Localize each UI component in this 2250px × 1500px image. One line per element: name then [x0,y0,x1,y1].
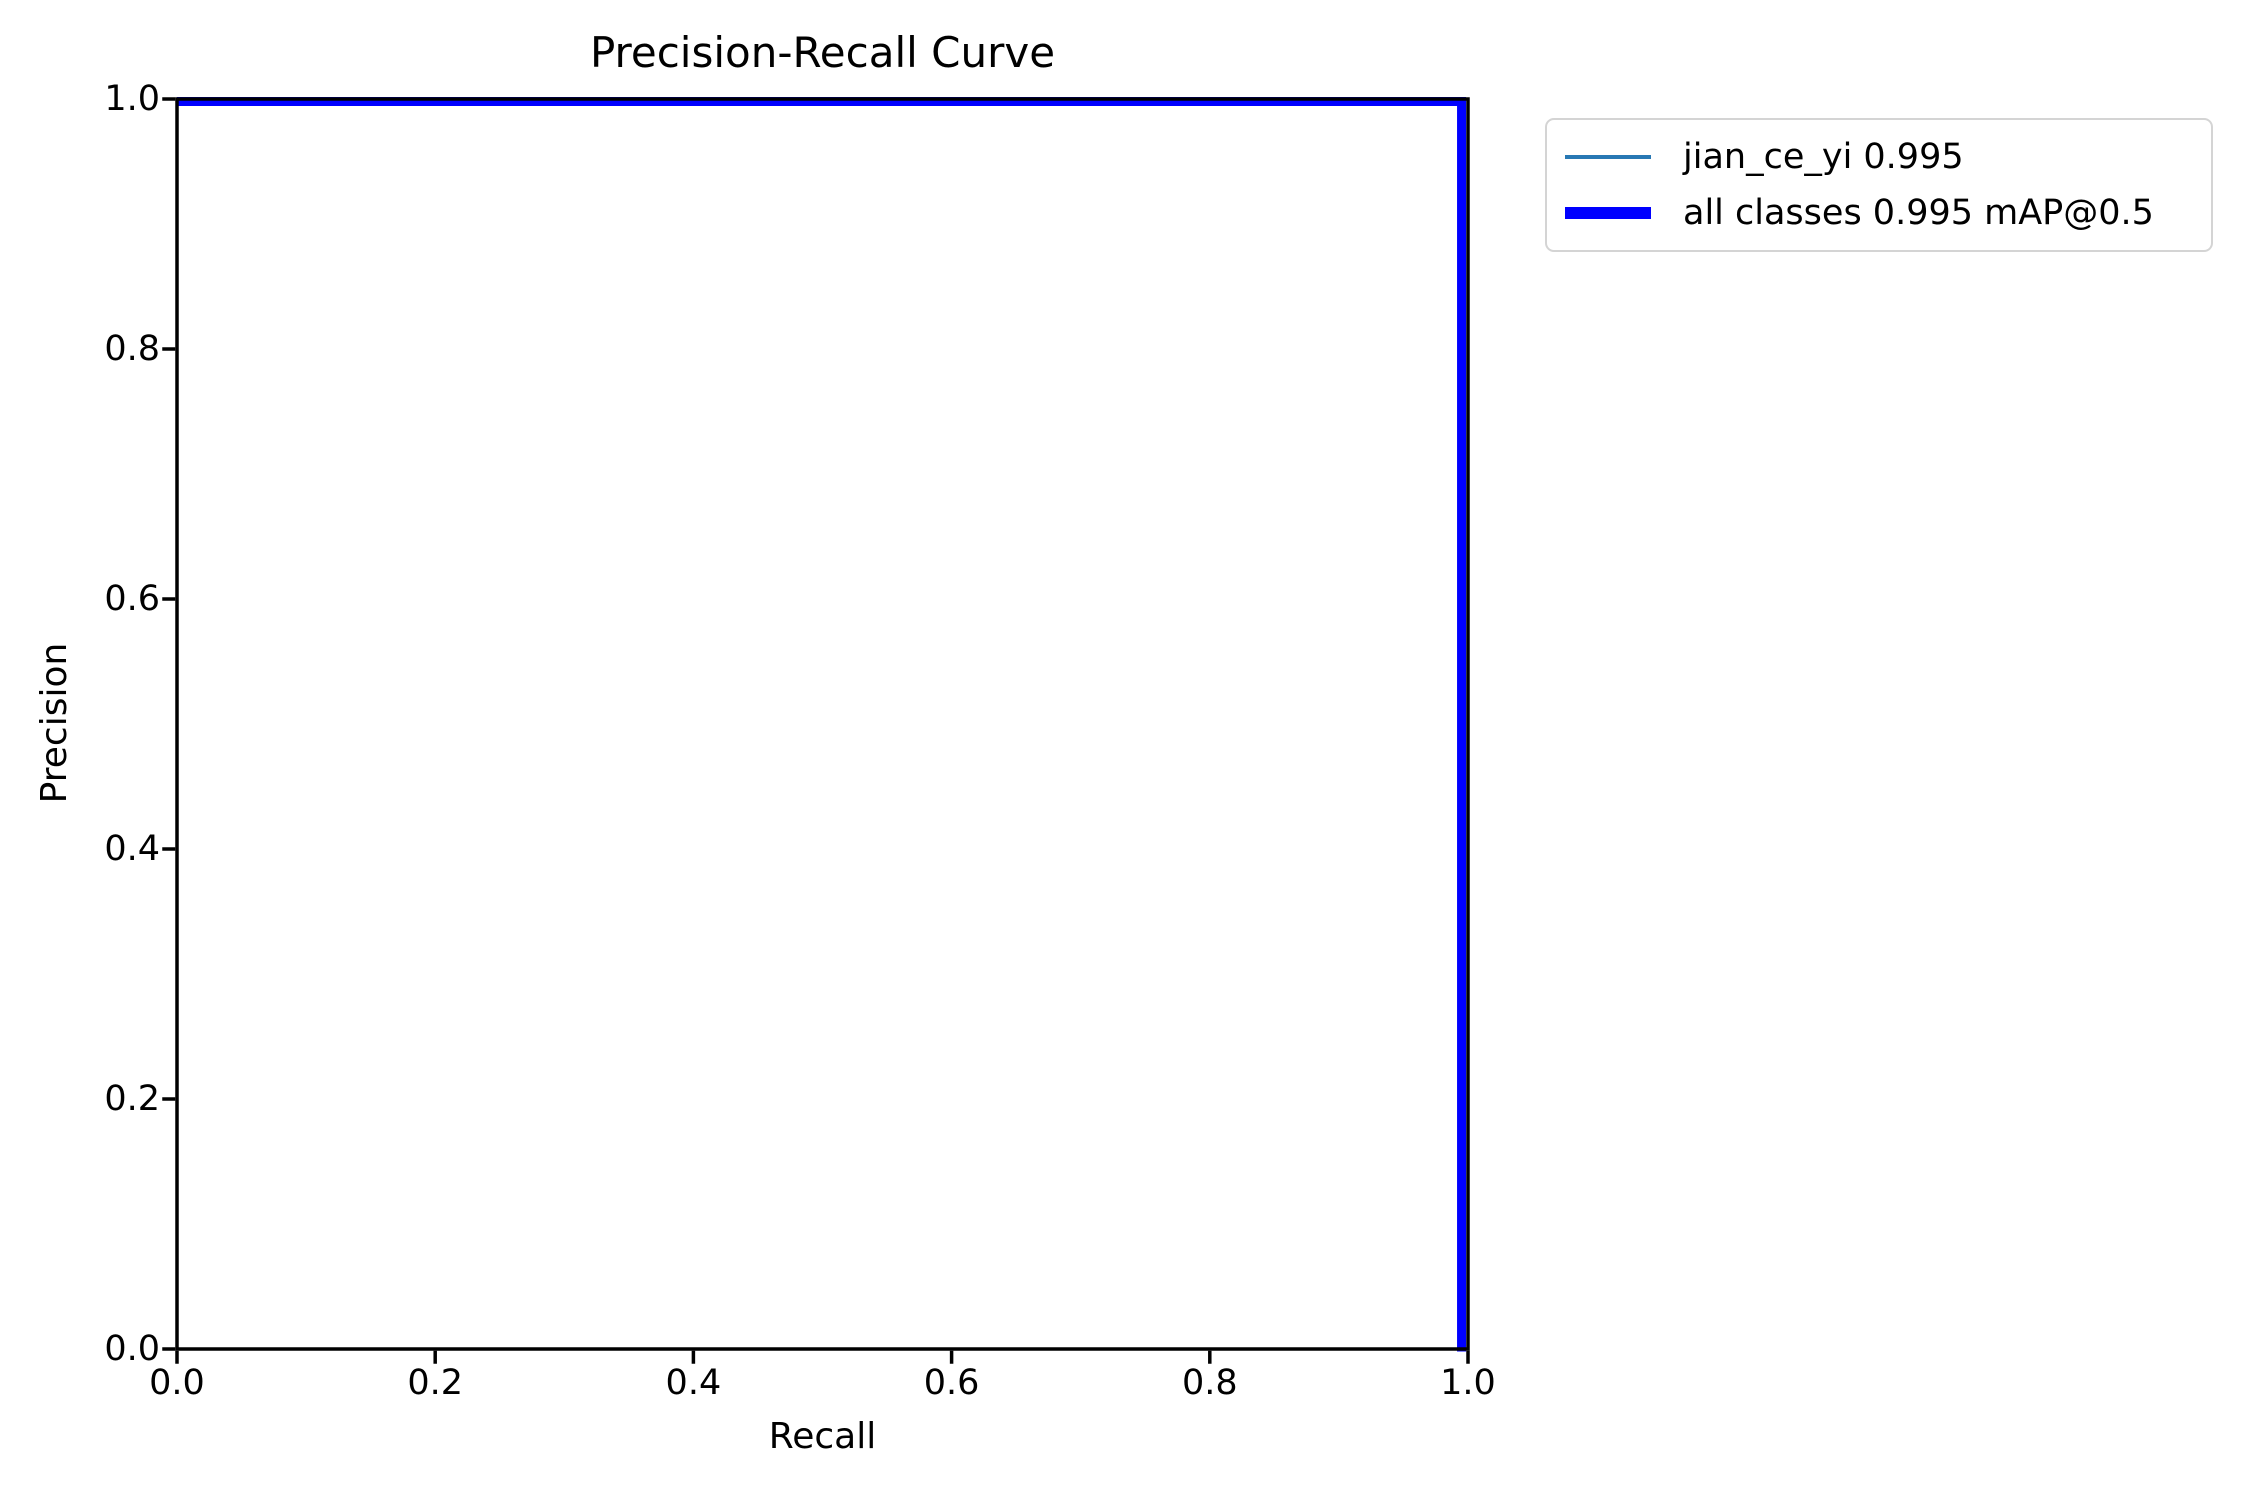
legend-label: all classes 0.995 mAP@0.5 [1683,193,2154,233]
x-tick-label-1.0: 1.0 [1440,1363,1496,1403]
x-tick-label-0.6: 0.6 [923,1363,980,1403]
y-tick-label-0.4: 0.4 [104,829,160,869]
chart-title: Precision-Recall Curve [589,28,1056,77]
legend-label: jian_ce_yi 0.995 [1683,137,1964,177]
y-tick-label-1.0: 1.0 [104,79,160,119]
x-tick-label-0.4: 0.4 [665,1363,722,1403]
legend: jian_ce_yi 0.995 all classes 0.995 mAP@0.… [1545,118,2213,252]
y-tick-label-0.2: 0.2 [104,1079,160,1119]
y-tick-label-0.6: 0.6 [104,579,160,619]
x-tick-label-0.0: 0.0 [149,1363,205,1403]
axes-box [175,97,1470,1351]
x-axis-label: Recall [768,1416,877,1457]
legend-line-sample [1565,207,1651,219]
y-axis-label: Precision [34,642,75,804]
series-line-1 [177,97,1467,1352]
legend-line-sample [1565,155,1651,159]
x-tick-label-0.8: 0.8 [1181,1363,1238,1403]
legend-item-1: all classes 0.995 mAP@0.5 [1565,185,2193,241]
x-tick-label-0.2: 0.2 [407,1363,464,1403]
legend-item-0: jian_ce_yi 0.995 [1565,129,2193,185]
y-tick-label-0.0: 0.0 [104,1329,160,1369]
y-tick-label-0.8: 0.8 [104,329,160,369]
series-line-0 [177,99,1464,1352]
